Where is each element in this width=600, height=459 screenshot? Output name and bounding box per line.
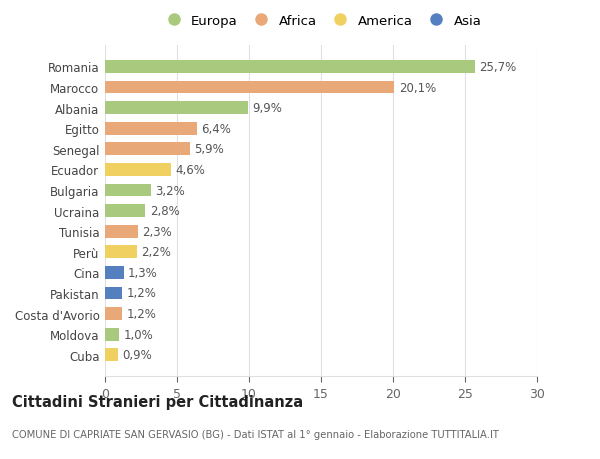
Legend: Europa, Africa, America, Asia: Europa, Africa, America, Asia: [155, 9, 487, 33]
Text: 9,9%: 9,9%: [252, 102, 282, 115]
Text: 1,0%: 1,0%: [124, 328, 154, 341]
Bar: [105, 184, 151, 197]
Text: 0,9%: 0,9%: [122, 348, 152, 362]
Bar: [105, 266, 124, 279]
Bar: [105, 123, 197, 135]
Bar: [105, 308, 122, 320]
Text: 1,3%: 1,3%: [128, 266, 158, 279]
Text: Cittadini Stranieri per Cittadinanza: Cittadini Stranieri per Cittadinanza: [12, 394, 303, 409]
Text: COMUNE DI CAPRIATE SAN GERVASIO (BG) - Dati ISTAT al 1° gennaio - Elaborazione T: COMUNE DI CAPRIATE SAN GERVASIO (BG) - D…: [12, 429, 499, 439]
Text: 3,2%: 3,2%: [155, 184, 185, 197]
Text: 20,1%: 20,1%: [399, 81, 436, 95]
Bar: [105, 143, 190, 156]
Text: 5,9%: 5,9%: [194, 143, 224, 156]
Text: 2,8%: 2,8%: [149, 205, 179, 218]
Text: 2,2%: 2,2%: [141, 246, 171, 259]
Text: 25,7%: 25,7%: [479, 61, 517, 74]
Text: 1,2%: 1,2%: [127, 308, 157, 320]
Bar: [105, 81, 394, 94]
Text: 2,3%: 2,3%: [142, 225, 172, 238]
Bar: [105, 205, 145, 218]
Bar: [105, 328, 119, 341]
Bar: [105, 349, 118, 361]
Bar: [105, 61, 475, 73]
Text: 1,2%: 1,2%: [127, 287, 157, 300]
Bar: [105, 102, 248, 115]
Text: 4,6%: 4,6%: [176, 163, 205, 177]
Bar: [105, 287, 122, 300]
Text: 6,4%: 6,4%: [202, 123, 232, 135]
Bar: [105, 225, 138, 238]
Bar: [105, 164, 171, 176]
Bar: [105, 246, 137, 258]
